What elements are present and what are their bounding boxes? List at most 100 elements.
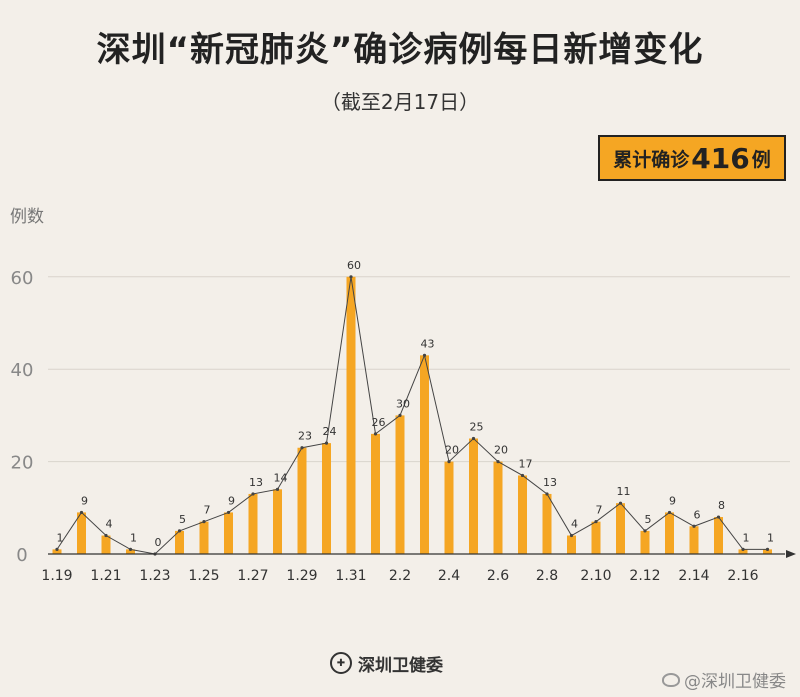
x-tick-label: 2.4: [438, 568, 460, 584]
data-label: 5: [645, 513, 652, 526]
data-label: 23: [298, 430, 312, 443]
bar: [763, 549, 772, 554]
data-label: 8: [718, 499, 725, 512]
trend-point: [55, 547, 59, 551]
y-tick-label: 60: [11, 268, 34, 289]
x-tick-label: 1.21: [90, 568, 121, 584]
bar: [224, 512, 233, 554]
x-tick-label: 2.10: [580, 568, 611, 584]
data-label: 9: [81, 494, 88, 507]
bar: [738, 549, 748, 554]
bar: [640, 530, 650, 554]
x-tick-label: 2.2: [389, 568, 411, 584]
trend-point: [569, 533, 574, 538]
x-tick-label: 1.19: [41, 568, 72, 584]
bar: [567, 535, 576, 554]
bar: [273, 489, 282, 554]
trend-point: [324, 441, 329, 445]
data-label: 1: [57, 531, 64, 544]
data-label: 7: [204, 504, 211, 517]
data-label: 4: [106, 518, 113, 531]
chart-subtitle: （截至2月17日）: [320, 90, 480, 114]
x-tick-label: 2.6: [487, 568, 509, 584]
total-value: 416: [691, 141, 750, 175]
bar: [297, 447, 307, 554]
data-label: 1: [743, 531, 750, 544]
bar: [322, 443, 331, 554]
trend-point: [422, 353, 427, 357]
y-axis-label: 例数: [10, 207, 44, 227]
data-label: 9: [228, 494, 235, 507]
y-tick-label: 40: [11, 360, 34, 381]
trend-point: [300, 446, 304, 450]
x-tick-label: 1.27: [237, 568, 268, 584]
x-tick-label: 2.12: [629, 568, 660, 584]
data-label: 24: [323, 425, 337, 438]
trend-point: [177, 529, 182, 533]
publisher-footer: ✚ 深圳卫健委: [330, 650, 443, 676]
data-label: 1: [130, 531, 137, 544]
bar: [346, 276, 356, 554]
publisher-name: 深圳卫健委: [358, 655, 443, 676]
data-label: 25: [470, 421, 484, 434]
trend-point: [447, 460, 451, 464]
trend-point: [643, 529, 647, 533]
data-label: 26: [372, 416, 386, 429]
trend-point: [545, 492, 549, 496]
bar: [126, 549, 135, 554]
data-label: 0: [155, 536, 162, 549]
bar: [591, 521, 601, 554]
trend-point: [202, 520, 206, 524]
total-suffix: 例: [751, 148, 771, 171]
bar: [248, 493, 258, 554]
data-label: 17: [519, 457, 533, 470]
x-axis-arrow: [786, 550, 796, 558]
bar: [101, 535, 111, 554]
bar: [199, 521, 209, 554]
bar: [469, 438, 478, 554]
x-tick-label: 2.14: [678, 568, 709, 584]
data-label: 20: [494, 444, 508, 457]
trend-point: [765, 547, 770, 551]
chart-title: 深圳“新冠肺炎”确诊病例每日新增变化: [96, 30, 704, 70]
x-tick-label: 1.31: [335, 568, 366, 584]
bar: [420, 355, 429, 554]
trend-point: [716, 515, 721, 519]
data-label: 7: [596, 504, 603, 517]
bar: [714, 517, 723, 554]
trend-line: [56, 276, 768, 555]
trend-point: [667, 510, 672, 515]
trend-point: [79, 510, 84, 515]
trend-point: [275, 487, 280, 491]
bar: [493, 461, 503, 554]
weibo-icon: [662, 672, 680, 687]
bar: [444, 461, 454, 554]
trend-point: [128, 547, 133, 551]
bar: [665, 512, 674, 554]
bar: [371, 433, 380, 554]
data-label: 13: [249, 476, 263, 489]
data-label: 4: [571, 518, 578, 531]
x-tick-label: 1.23: [139, 568, 170, 584]
bar: [175, 530, 184, 554]
trend-point: [398, 413, 402, 417]
trend-point: [104, 533, 108, 538]
weibo-watermark: @深圳卫健委: [662, 667, 786, 692]
total-cases-badge: 累计确诊 416 例: [598, 135, 786, 181]
x-tick-label: 2.16: [727, 568, 758, 584]
data-label: 20: [445, 444, 459, 457]
bar: [689, 526, 699, 554]
data-label: 11: [617, 485, 631, 498]
trend-point: [692, 524, 696, 528]
trend-point: [251, 492, 255, 496]
data-label: 30: [396, 397, 410, 410]
bar: [616, 503, 625, 554]
watermark-text: @深圳卫健委: [684, 672, 786, 692]
x-tick-label: 1.25: [188, 568, 219, 584]
data-label: 13: [543, 476, 557, 489]
trend-point: [594, 520, 598, 524]
trend-point: [741, 547, 745, 551]
data-label: 60: [347, 259, 361, 272]
trend-point: [618, 501, 623, 505]
trend-point: [471, 436, 476, 441]
